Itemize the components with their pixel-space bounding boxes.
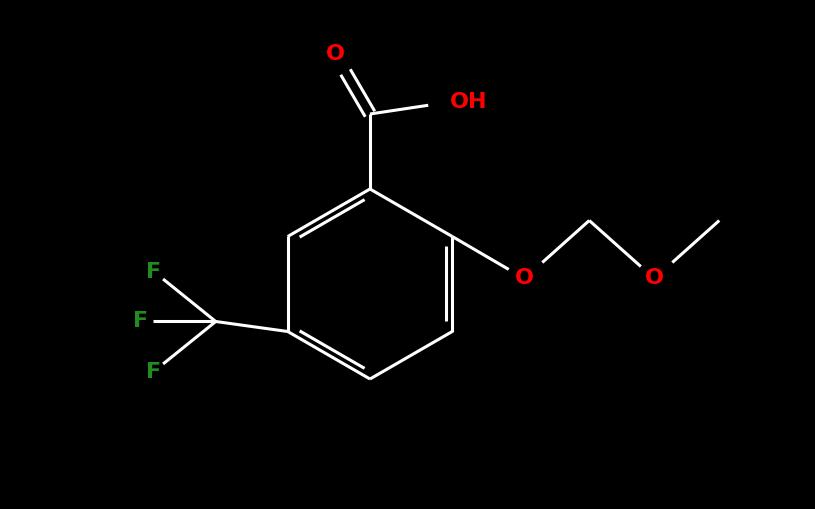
Text: OH: OH bbox=[450, 92, 487, 112]
Text: F: F bbox=[146, 361, 161, 382]
Text: O: O bbox=[515, 269, 534, 289]
Text: F: F bbox=[146, 262, 161, 281]
Text: O: O bbox=[325, 44, 345, 64]
Text: O: O bbox=[645, 269, 663, 289]
Text: F: F bbox=[133, 312, 148, 331]
